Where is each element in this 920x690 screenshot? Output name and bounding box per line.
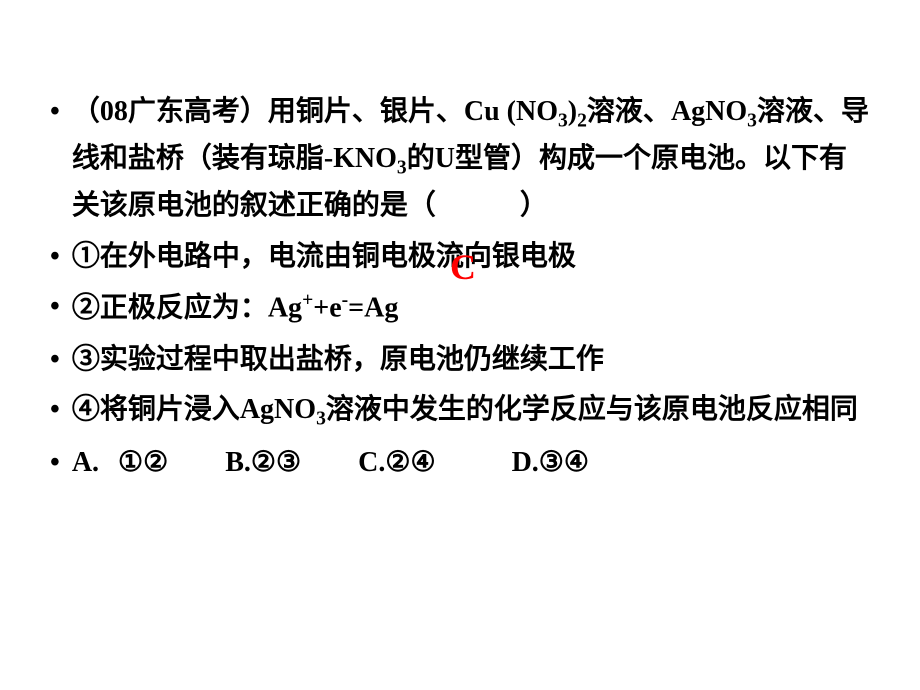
slide-content: • （08广东高考）用铜片、银片、Cu (NO3)2溶液、AgNO3溶液、导线和… <box>50 90 870 486</box>
statement-3: • ③实验过程中取出盐桥，原电池仍继续工作 <box>50 338 870 383</box>
option-b: B.②③ <box>225 447 301 478</box>
question-text: （08广东高考）用铜片、银片、Cu (NO3)2溶液、AgNO3溶液、导线和盐桥… <box>72 90 870 229</box>
bullet-icon: • <box>50 441 60 486</box>
statement-4-text: ④将铜片浸入AgNO3溶液中发生的化学反应与该原电池反应相同 <box>72 388 870 435</box>
options-text: A. ①② B.②③ C.②④ D.③④ <box>72 441 870 486</box>
bullet-icon: • <box>50 388 60 433</box>
bullet-icon: • <box>50 338 60 383</box>
answer-letter: C <box>450 239 476 297</box>
question-stem: • （08广东高考）用铜片、银片、Cu (NO3)2溶液、AgNO3溶液、导线和… <box>50 90 870 229</box>
bullet-icon: • <box>50 235 60 280</box>
statement-3-text: ③实验过程中取出盐桥，原电池仍继续工作 <box>72 338 870 383</box>
option-a: A. ①② <box>72 447 168 478</box>
bullet-icon: • <box>50 285 60 330</box>
statement-4: • ④将铜片浸入AgNO3溶液中发生的化学反应与该原电池反应相同 <box>50 388 870 435</box>
bullet-icon: • <box>50 90 60 135</box>
option-c: C.②④ <box>358 447 435 478</box>
options-line: • A. ①② B.②③ C.②④ D.③④ <box>50 441 870 486</box>
option-d: D.③④ <box>512 447 589 478</box>
